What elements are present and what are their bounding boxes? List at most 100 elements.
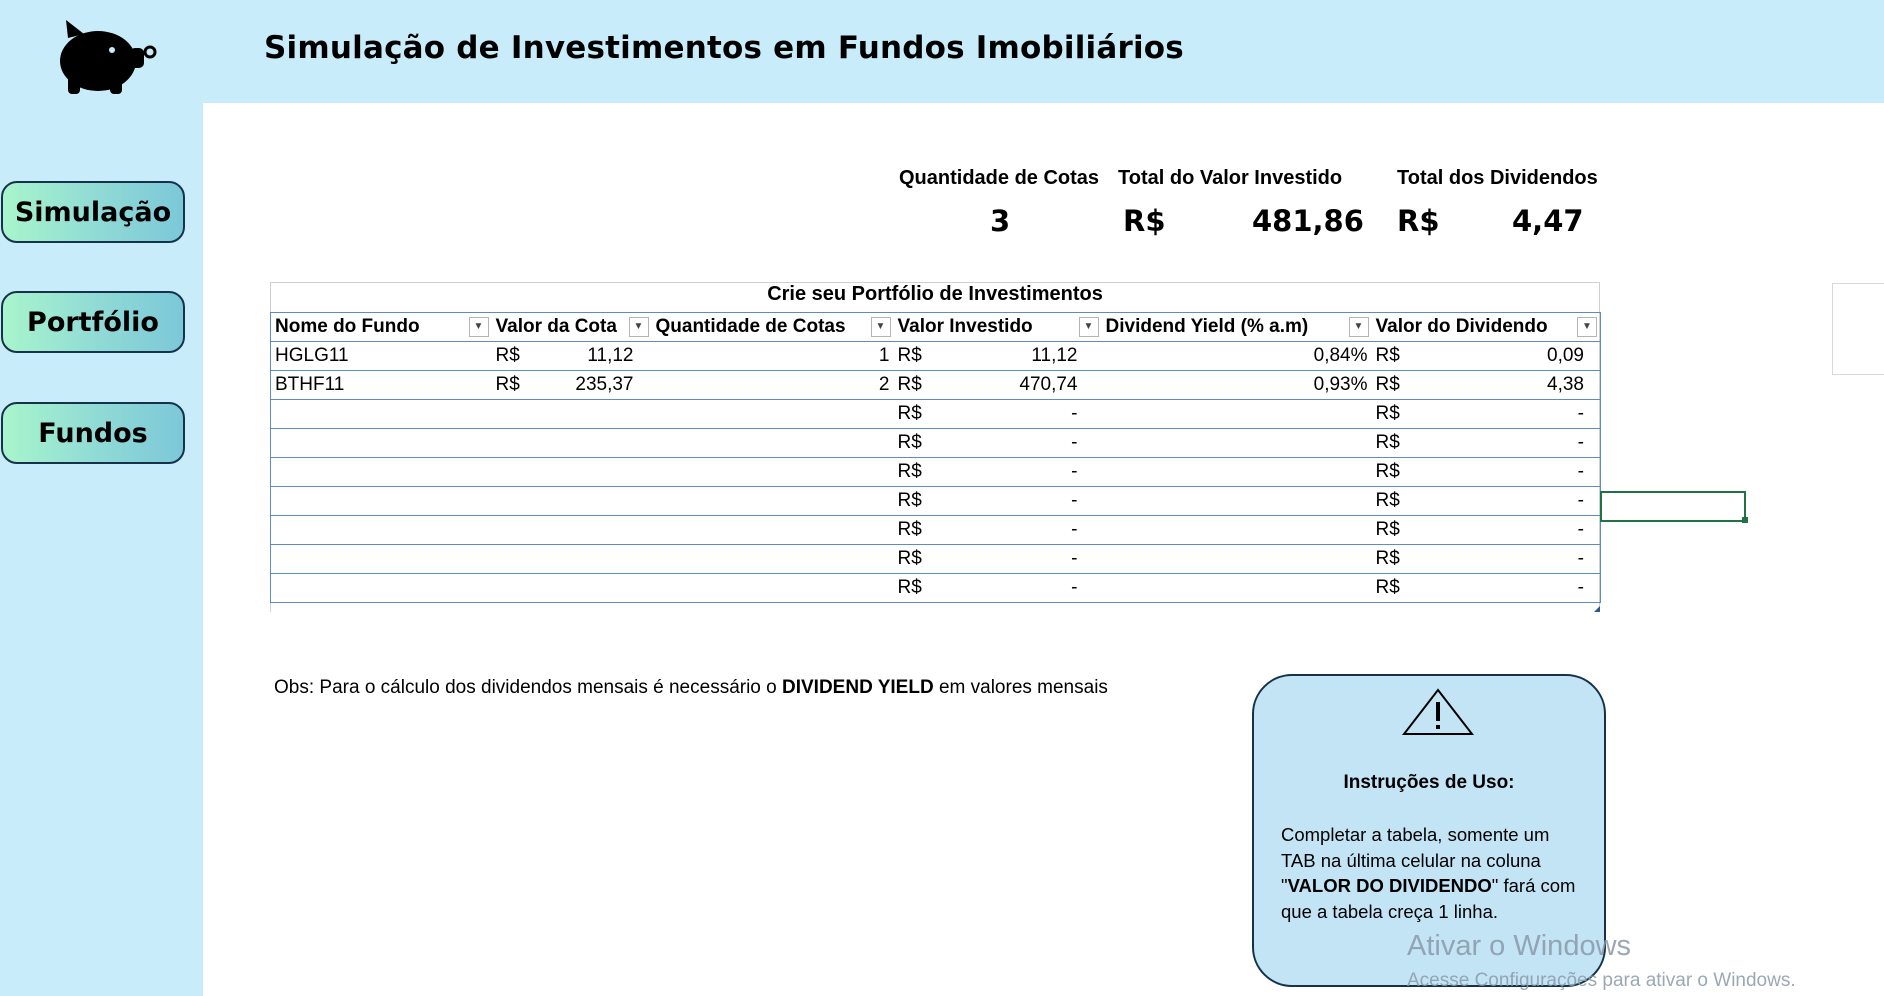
table-cell[interactable]: R$ - <box>893 486 1102 516</box>
summary-dividends-currency: R$ <box>1397 204 1440 238</box>
instructions-title: Instruções de Uso: <box>1343 772 1515 793</box>
column-header[interactable]: Quantidade de Cotas ▼ <box>651 312 894 342</box>
table-cell[interactable] <box>1101 515 1372 545</box>
table-cell[interactable]: R$ 11,12 <box>491 341 652 371</box>
table-cell[interactable]: R$ - <box>1371 457 1601 487</box>
table-resize-handle[interactable] <box>1594 606 1600 612</box>
table-row: R$ - R$ - <box>270 457 1601 487</box>
filter-dropdown-icon[interactable]: ▼ <box>468 317 489 337</box>
instructions-box <box>1252 674 1606 987</box>
observation-note: Obs: Para o cálculo dos dividendos mensa… <box>274 677 1108 698</box>
table-cell[interactable] <box>491 399 652 429</box>
table-cell[interactable]: 2 <box>651 370 894 400</box>
page-title: Simulação de Investimentos em Fundos Imo… <box>264 30 1184 66</box>
table-cell[interactable] <box>491 544 652 574</box>
shape-edge <box>1832 283 1884 375</box>
table-cell[interactable]: R$ - <box>1371 399 1601 429</box>
table-cell[interactable] <box>651 428 894 458</box>
table-cell[interactable] <box>1101 486 1372 516</box>
table-cell[interactable]: R$ - <box>1371 544 1601 574</box>
column-header[interactable]: Valor Investido ▼ <box>893 312 1102 342</box>
column-header[interactable]: Dividend Yield (% a.m) ▼ <box>1101 312 1372 342</box>
table-cell[interactable] <box>1101 573 1372 603</box>
table-cell[interactable]: R$ 470,74 <box>893 370 1102 400</box>
table-cell[interactable]: R$ - <box>893 515 1102 545</box>
filter-dropdown-icon[interactable]: ▼ <box>1348 317 1369 337</box>
table-cell[interactable]: R$ - <box>1371 428 1601 458</box>
table-row: BTHF11 R$ 235,37 2 R$ 470,74 0,93% R$ 4,38 <box>270 370 1601 400</box>
table-cell[interactable] <box>651 573 894 603</box>
table-row: R$ - R$ - <box>270 399 1601 429</box>
table-cell[interactable]: HGLG11 <box>270 341 492 371</box>
sidebar-band <box>0 0 203 996</box>
table-cell[interactable]: R$ 0,09 <box>1371 341 1601 371</box>
table-cell[interactable]: R$ - <box>893 457 1102 487</box>
table-cell[interactable]: R$ 11,12 <box>893 341 1102 371</box>
summary-invested-currency: R$ <box>1123 204 1166 238</box>
nav-button-fundos[interactable]: Fundos <box>1 402 185 464</box>
table-cell[interactable]: R$ 235,37 <box>491 370 652 400</box>
portfolio-table: Nome do Fundo ▼ Valor da Cota ▼ Quantidade… <box>270 312 1601 603</box>
summary-qty-value: 3 <box>990 204 1011 238</box>
table-cell[interactable] <box>1101 544 1372 574</box>
table-cell[interactable]: R$ 4,38 <box>1371 370 1601 400</box>
table-caption: Crie seu Portfólio de Investimentos <box>767 283 1103 305</box>
table-row: HGLG11 R$ 11,12 1 R$ 11,12 0,84% R$ 0,09 <box>270 341 1601 371</box>
column-header[interactable]: Valor da Cota ▼ <box>491 312 652 342</box>
table-cell[interactable] <box>651 486 894 516</box>
table-header-row: Nome do Fundo ▼ Valor da Cota ▼ Quantidade… <box>270 312 1601 342</box>
table-row: R$ - R$ - <box>270 486 1601 516</box>
summary-dividends-value: 4,47 <box>1512 204 1584 238</box>
table-cell[interactable] <box>1101 457 1372 487</box>
table-cell[interactable] <box>270 544 492 574</box>
table-cell[interactable]: BTHF11 <box>270 370 492 400</box>
table-row: R$ - R$ - <box>270 515 1601 545</box>
table-cell[interactable]: R$ - <box>893 573 1102 603</box>
warning-icon <box>1402 688 1474 735</box>
filter-dropdown-icon[interactable]: ▼ <box>628 317 649 337</box>
table-cell[interactable] <box>491 573 652 603</box>
filter-dropdown-icon[interactable]: ▼ <box>1078 317 1099 337</box>
table-cell[interactable] <box>270 399 492 429</box>
piggy-bank-icon <box>60 20 157 94</box>
table-cell[interactable] <box>270 428 492 458</box>
table-cell[interactable] <box>491 428 652 458</box>
table-cell[interactable] <box>651 457 894 487</box>
instructions-text: Completar a tabela, somente um TAB na úl… <box>1281 824 1576 922</box>
table-row: R$ - R$ - <box>270 573 1601 603</box>
activation-watermark-title: Ativar o Windows <box>1407 930 1632 962</box>
table-cell[interactable]: R$ - <box>1371 486 1601 516</box>
table-cell[interactable]: 1 <box>651 341 894 371</box>
filter-dropdown-icon[interactable]: ▼ <box>870 317 891 337</box>
table-cell[interactable]: R$ - <box>1371 573 1601 603</box>
table-cell[interactable]: R$ - <box>1371 515 1601 545</box>
table-cell[interactable] <box>491 486 652 516</box>
table-cell[interactable]: R$ - <box>893 544 1102 574</box>
nav-button-simulacao[interactable]: Simulação <box>1 181 185 243</box>
nav-button-portfolio[interactable]: Portfólio <box>1 291 185 353</box>
selected-cell[interactable] <box>1600 491 1746 522</box>
column-header[interactable]: Valor do Dividendo ▼ <box>1371 312 1601 342</box>
table-cell[interactable] <box>270 457 492 487</box>
column-header[interactable]: Nome do Fundo ▼ <box>270 312 492 342</box>
table-cell[interactable]: R$ - <box>893 399 1102 429</box>
summary-dividends-label: Total dos Dividendos <box>1397 167 1598 189</box>
table-cell[interactable]: 0,93% <box>1101 370 1372 400</box>
table-cell[interactable] <box>1101 399 1372 429</box>
filter-dropdown-icon[interactable]: ▼ <box>1577 317 1597 337</box>
table-cell[interactable] <box>651 515 894 545</box>
table-cell[interactable] <box>270 515 492 545</box>
table-cell[interactable]: R$ - <box>893 428 1102 458</box>
table-cell[interactable]: 0,84% <box>1101 341 1372 371</box>
fill-handle[interactable] <box>1742 517 1748 523</box>
table-cell[interactable] <box>651 399 894 429</box>
table-cell[interactable] <box>651 544 894 574</box>
table-cell[interactable] <box>491 515 652 545</box>
summary-invested-value: 481,86 <box>1252 204 1364 238</box>
table-cell[interactable] <box>491 457 652 487</box>
table-cell[interactable] <box>270 486 492 516</box>
table-cell[interactable] <box>1101 428 1372 458</box>
table-cell[interactable] <box>270 573 492 603</box>
activation-watermark-text: Acesse Configurações para ativar o Windo… <box>1407 970 1796 991</box>
summary-qty-label: Quantidade de Cotas <box>899 167 1100 189</box>
